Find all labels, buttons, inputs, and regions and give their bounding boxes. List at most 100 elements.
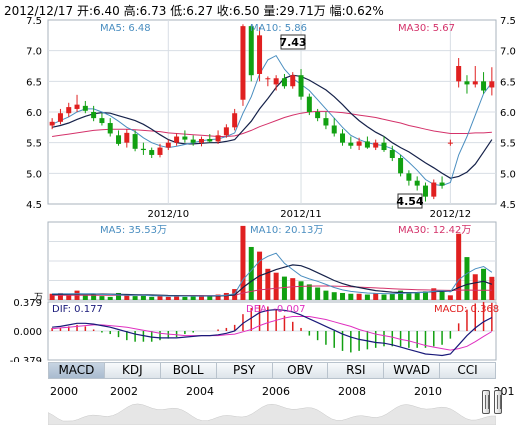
price-tick-label-right: 4.5 <box>500 200 516 211</box>
price-tick-label: 5.0 <box>26 169 42 180</box>
candle <box>82 105 88 111</box>
grip-icon <box>497 395 501 409</box>
change-value: 0.62% <box>345 4 384 18</box>
volume-bar <box>398 290 404 300</box>
volume-bar <box>348 293 354 300</box>
range-handle-right[interactable] <box>494 390 502 414</box>
timeline-navigator[interactable]: 2000 2002 2004 2006 2008 2010 201 <box>47 381 515 426</box>
candle <box>190 139 196 143</box>
volume-bar <box>207 296 213 300</box>
volume-bar <box>456 233 462 300</box>
candle <box>257 35 263 74</box>
volume-bar <box>190 296 196 300</box>
volume-bar <box>91 294 97 300</box>
candle <box>165 142 171 148</box>
volume-bar <box>315 287 321 300</box>
candle <box>207 138 213 142</box>
candle <box>373 142 379 148</box>
candle <box>315 112 321 119</box>
tab-rsi[interactable]: RSI <box>328 362 385 379</box>
price-tick-label-right: 7.0 <box>500 47 516 58</box>
candle <box>298 75 304 97</box>
candle <box>439 182 445 186</box>
volume-bar <box>223 292 229 300</box>
tab-wvad[interactable]: WVAD <box>384 362 441 379</box>
candle <box>248 26 254 76</box>
close-value: 6.50 <box>232 4 260 18</box>
indicator-tabs: MACD KDJ BOLL PSY OBV RSI WVAD CCI <box>48 362 496 379</box>
volume-bar <box>240 225 246 300</box>
volume-bar <box>66 295 72 300</box>
timeline-year-label: 2004 <box>186 385 214 398</box>
tab-macd[interactable]: MACD <box>48 362 105 379</box>
macd-dif-legend: DIF: 0.177 <box>52 304 103 315</box>
candle <box>66 107 72 114</box>
volume-bar <box>431 288 437 300</box>
candle <box>422 185 428 197</box>
dea-line <box>52 316 493 351</box>
candle <box>356 141 362 146</box>
candle <box>389 150 395 158</box>
low-callout: 4.54 <box>396 193 424 209</box>
volume-bar <box>57 292 63 300</box>
volume-bar <box>364 294 370 300</box>
x-tick-label: 2012/11 <box>280 209 322 220</box>
candle <box>74 104 80 109</box>
price-ma5-legend: MA5: 6.48 <box>100 23 151 34</box>
volume-ma30-legend: MA30: 12.42万 <box>398 225 471 236</box>
volume-bar <box>82 295 88 300</box>
candle <box>240 26 246 100</box>
change-label: 幅: <box>329 4 346 18</box>
candle <box>340 133 346 143</box>
stock-chart[interactable]: 7.5 7.57.0 7.06.5 6.56.0 6.05.5 5.55.0 5.04.5 4… <box>0 0 526 362</box>
candle <box>273 78 279 85</box>
candle <box>182 136 188 140</box>
tab-obv[interactable]: OBV <box>272 362 329 379</box>
price-tick-label: 7.5 <box>26 16 42 27</box>
open-label: 开: <box>77 4 94 18</box>
candle <box>331 125 337 134</box>
open-value: 6.40 <box>93 4 120 18</box>
macd-tick-label: 0.000 <box>13 327 42 338</box>
candle <box>472 81 478 85</box>
candle <box>99 118 105 124</box>
volume-value: 29.71万 <box>279 4 326 18</box>
candle <box>281 78 287 87</box>
volume-bar <box>340 292 346 300</box>
low-callout-text: 4.54 <box>396 195 423 208</box>
candle <box>116 135 122 144</box>
volume-bar <box>472 274 478 300</box>
volume-ma10-legend: MA10: 20.13万 <box>250 225 323 236</box>
candle <box>481 81 487 91</box>
volume-bar <box>198 295 204 300</box>
volume-bar <box>306 284 312 300</box>
volume-bar <box>373 292 379 300</box>
candle <box>431 182 437 197</box>
price-tick-label-right: 6.0 <box>500 108 516 119</box>
volume-bar <box>356 293 362 300</box>
candle <box>323 118 329 126</box>
volume-bar <box>157 296 163 300</box>
volume-bar <box>414 292 420 300</box>
tab-kdj[interactable]: KDJ <box>104 362 161 379</box>
volume-bar <box>323 290 329 300</box>
ma10-line <box>51 74 493 179</box>
candle <box>447 142 453 144</box>
price-tick-label-right: 6.5 <box>500 77 516 88</box>
candle <box>124 132 130 143</box>
tab-cci[interactable]: CCI <box>440 362 496 379</box>
range-handle-left[interactable] <box>482 390 490 414</box>
tab-boll[interactable]: BOLL <box>160 362 217 379</box>
high-label: 高: <box>123 4 140 18</box>
volume-bar <box>116 292 122 300</box>
low-value: 6.27 <box>186 4 213 18</box>
timeline-year-label: 2010 <box>414 385 442 398</box>
timeline-year-label: 2006 <box>262 385 290 398</box>
grip-icon <box>485 395 489 409</box>
timeline-sparkline <box>47 403 497 426</box>
volume-bar <box>107 296 113 300</box>
volume-bar <box>389 293 395 300</box>
ma30-line <box>52 110 492 137</box>
tab-psy[interactable]: PSY <box>216 362 273 379</box>
quote-header: 2012/12/17 开:6.40 高:6.73 低:6.27 收:6.50 量… <box>4 2 384 19</box>
